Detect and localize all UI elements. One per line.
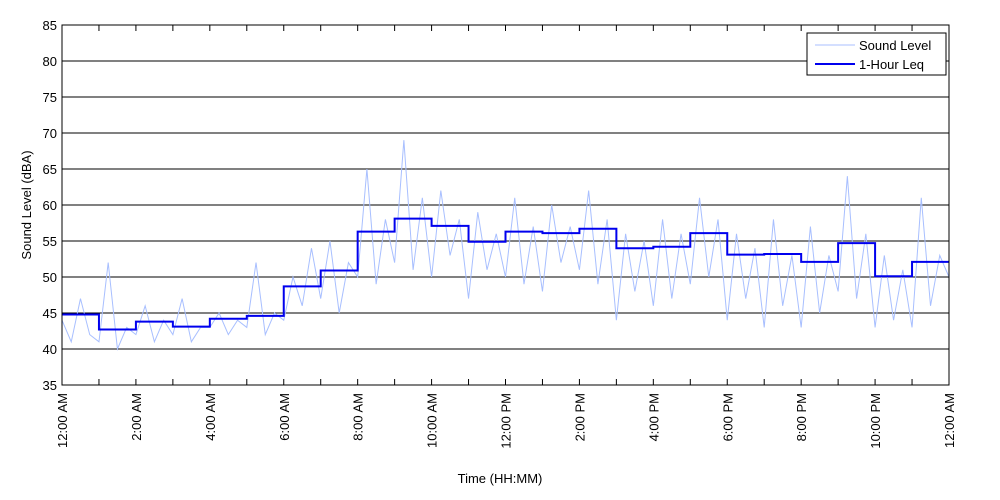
plot-frame	[61, 24, 950, 386]
x-tick-labels: 12:00 AM 2:00 AM 4:00 AM 6:00 AM 8:00 AM 10:0…	[55, 393, 957, 449]
y-tick-label: 45	[43, 306, 57, 321]
series-lines	[61, 140, 950, 351]
y-tick-label: 40	[43, 342, 57, 357]
sound-level-line	[61, 140, 950, 351]
x-tick-label: 2:00 AM	[129, 393, 144, 441]
x-tick-label: 8:00 PM	[794, 393, 809, 441]
x-tick-label: 6:00 AM	[277, 393, 292, 441]
legend-label-sound-level: Sound Level	[859, 38, 931, 53]
x-tick-label: 8:00 AM	[351, 393, 366, 441]
x-tick-label: 6:00 PM	[720, 393, 735, 441]
y-tick-label: 50	[43, 270, 57, 285]
x-tick-label: 12:00 PM	[499, 393, 514, 449]
grid-lines	[62, 60, 949, 350]
y-tick-label: 70	[43, 126, 57, 141]
y-tick-label: 55	[43, 234, 57, 249]
legend-label-leq: 1-Hour Leq	[859, 57, 924, 72]
legend-box	[806, 32, 947, 76]
y-tick-label: 85	[43, 18, 57, 33]
x-tick-label: 2:00 PM	[572, 393, 587, 441]
leq-step-line	[62, 217, 949, 331]
y-tick-label: 80	[43, 54, 57, 69]
x-axis-label: Time (HH:MM)	[458, 471, 543, 486]
y-tick-labels: 35 40 45 50 55 60 65 70 75 80 85	[43, 18, 57, 393]
y-tick-label: 75	[43, 90, 57, 105]
y-tick-label: 60	[43, 198, 57, 213]
x-tick-label: 4:00 PM	[646, 393, 661, 441]
axis-ticks	[61, 25, 950, 385]
x-tick-label: 10:00 AM	[425, 393, 440, 448]
y-tick-label: 35	[43, 378, 57, 393]
y-axis-label: Sound Level (dBA)	[19, 150, 34, 259]
x-tick-label: 12:00 AM	[55, 393, 70, 448]
y-tick-label: 65	[43, 162, 57, 177]
x-tick-label: 10:00 PM	[868, 393, 883, 449]
x-tick-label: 12:00 AM	[942, 393, 957, 448]
legend: Sound Level 1-Hour Leq	[806, 32, 947, 76]
x-tick-label: 4:00 AM	[203, 393, 218, 441]
